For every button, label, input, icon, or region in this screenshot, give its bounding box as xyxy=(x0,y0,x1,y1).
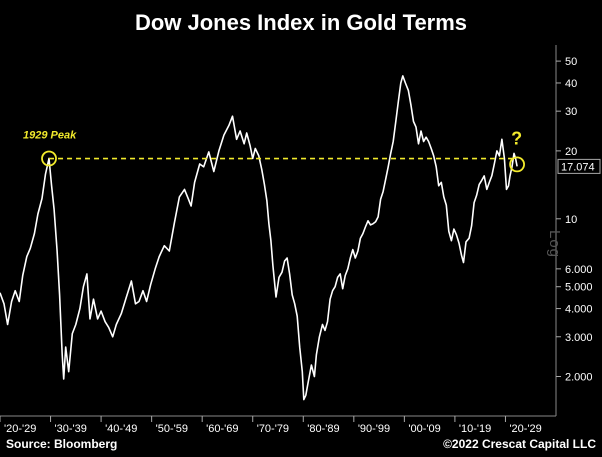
y-tick-label: 10 xyxy=(565,214,577,226)
grid xyxy=(0,45,557,417)
x-tick-label: '60-'69 xyxy=(206,423,238,435)
x-axis: '20-'29 '30-'39 '40-'49 '50-'59 '60-'69 '70-'… xyxy=(0,416,542,435)
y-tick-label: 5.000 xyxy=(565,282,593,294)
y-axis-scale-label: Log xyxy=(546,230,563,259)
y-tick-label: 30 xyxy=(565,106,577,118)
y-tick-label: 40 xyxy=(565,78,577,90)
source-note: Source: Bloomberg xyxy=(6,437,118,451)
x-tick-label: '70-'79 xyxy=(257,423,289,435)
copyright-note: ©2022 Crescat Capital LLC xyxy=(443,437,596,451)
y-tick-label: 4.000 xyxy=(565,304,593,316)
y-tick-label: 6.000 xyxy=(565,264,593,276)
chart-title: Dow Jones Index in Gold Terms xyxy=(134,10,468,35)
last-value-label: 17.074 xyxy=(561,161,595,173)
x-tick-label: '50-'59 xyxy=(156,423,188,435)
y-tick-label: 2.000 xyxy=(565,371,593,383)
x-tick-label: '20-'29 xyxy=(509,423,541,435)
question-mark: ? xyxy=(511,128,522,148)
series-line xyxy=(0,75,518,401)
x-tick-label: '90-'99 xyxy=(358,423,390,435)
y-tick-label: 3.000 xyxy=(565,332,593,344)
x-tick-label: '30-'39 xyxy=(55,423,87,435)
x-tick-label: '80-'89 xyxy=(307,423,339,435)
x-tick-label: '40-'49 xyxy=(105,423,137,435)
x-tick-label: '20-'29 xyxy=(4,423,36,435)
annotations: 1929 Peak ? 17.074 xyxy=(23,128,601,174)
current-circle xyxy=(509,156,525,173)
y-tick-label: 20 xyxy=(565,146,577,158)
x-tick-label: '00-'09 xyxy=(408,423,440,435)
last-value-box xyxy=(557,158,601,174)
y-axis: 50 40 30 20 10 6.000 5.000 4.000 3.000 2.000 xyxy=(556,56,593,383)
y-tick-label: 50 xyxy=(565,56,577,68)
peak-circle xyxy=(41,150,57,167)
peak-label: 1929 Peak xyxy=(23,130,77,142)
x-tick-label: '10-'19 xyxy=(459,423,491,435)
